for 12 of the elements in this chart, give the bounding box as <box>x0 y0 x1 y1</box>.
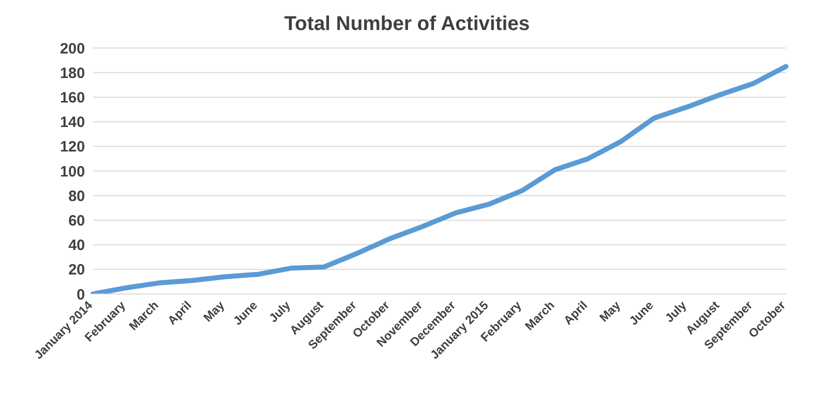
y-tick-label: 100 <box>60 163 85 180</box>
y-tick-label: 200 <box>60 40 85 58</box>
y-tick-label: 160 <box>60 90 85 107</box>
y-tick-label: 20 <box>68 262 85 279</box>
y-tick-label: 0 <box>76 286 85 304</box>
y-tick-label: 60 <box>68 212 85 230</box>
y-tick-label: 120 <box>60 138 85 156</box>
y-tick-label: 140 <box>60 114 85 132</box>
y-tick-label: 40 <box>68 237 85 254</box>
y-tick-label: 80 <box>68 188 85 205</box>
y-tick-label: 180 <box>60 64 85 82</box>
chart-title: Total Number of Activities <box>283 12 531 37</box>
